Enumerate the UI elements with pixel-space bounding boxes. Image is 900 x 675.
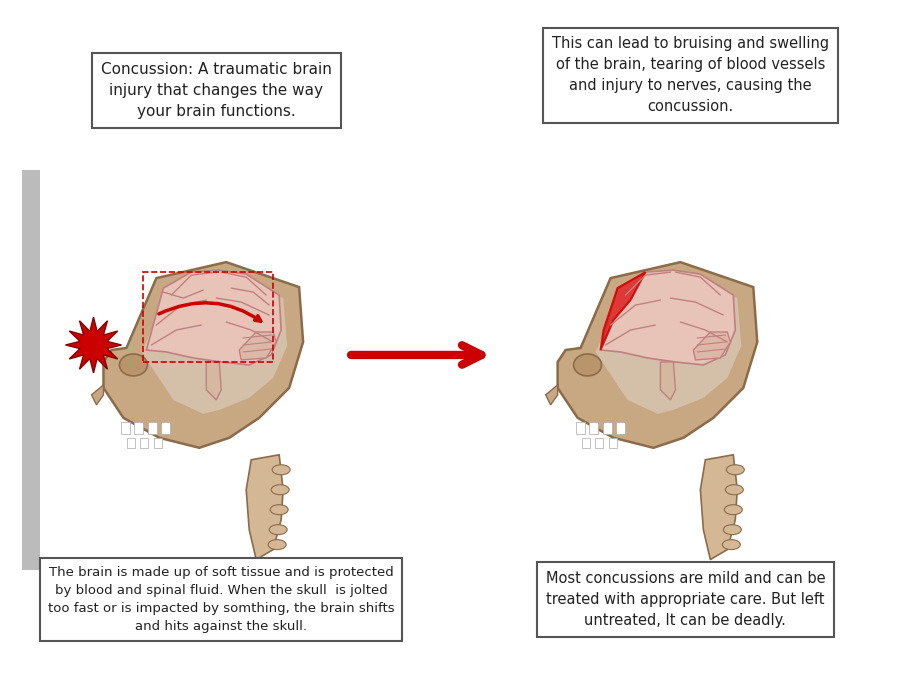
Polygon shape [104,262,303,448]
Bar [576,422,585,434]
Polygon shape [247,455,284,560]
Ellipse shape [270,505,288,514]
Polygon shape [92,385,104,405]
Bar [22,170,40,570]
Ellipse shape [726,465,744,475]
Text: Most concussions are mild and can be
treated with appropriate care. But left
unt: Most concussions are mild and can be tre… [545,571,825,628]
Bar [134,422,143,434]
Bar [148,422,157,434]
Ellipse shape [573,354,601,376]
Polygon shape [147,270,281,365]
Polygon shape [700,455,737,560]
Ellipse shape [723,539,741,549]
Polygon shape [66,317,122,373]
Ellipse shape [272,465,290,475]
Ellipse shape [271,485,289,495]
Bar [595,438,603,448]
Ellipse shape [724,524,742,535]
Polygon shape [239,332,276,360]
Bar [589,422,598,434]
Bar [128,438,135,448]
Polygon shape [141,276,287,414]
Polygon shape [558,262,757,448]
Polygon shape [600,270,735,365]
Bar [161,422,170,434]
Polygon shape [661,362,675,400]
Ellipse shape [268,539,286,549]
Polygon shape [693,332,730,360]
Polygon shape [545,385,558,405]
Bar [581,438,590,448]
Bar [140,438,148,448]
Bar [603,422,611,434]
Text: This can lead to bruising and swelling
of the brain, tearing of blood vessels
an: This can lead to bruising and swelling o… [552,36,829,115]
Bar [608,438,617,448]
Polygon shape [206,362,221,400]
Text: The brain is made up of soft tissue and is protected
by blood and spinal fluid. : The brain is made up of soft tissue and … [48,566,394,633]
Bar [155,438,162,448]
Ellipse shape [269,524,287,535]
Ellipse shape [725,485,743,495]
Bar [122,422,130,434]
Ellipse shape [120,354,148,376]
Ellipse shape [724,505,742,514]
Text: Concussion: A traumatic brain
injury that changes the way
your brain functions.: Concussion: A traumatic brain injury tha… [101,62,332,119]
Polygon shape [600,272,645,350]
Polygon shape [596,276,742,414]
Bar [616,422,625,434]
